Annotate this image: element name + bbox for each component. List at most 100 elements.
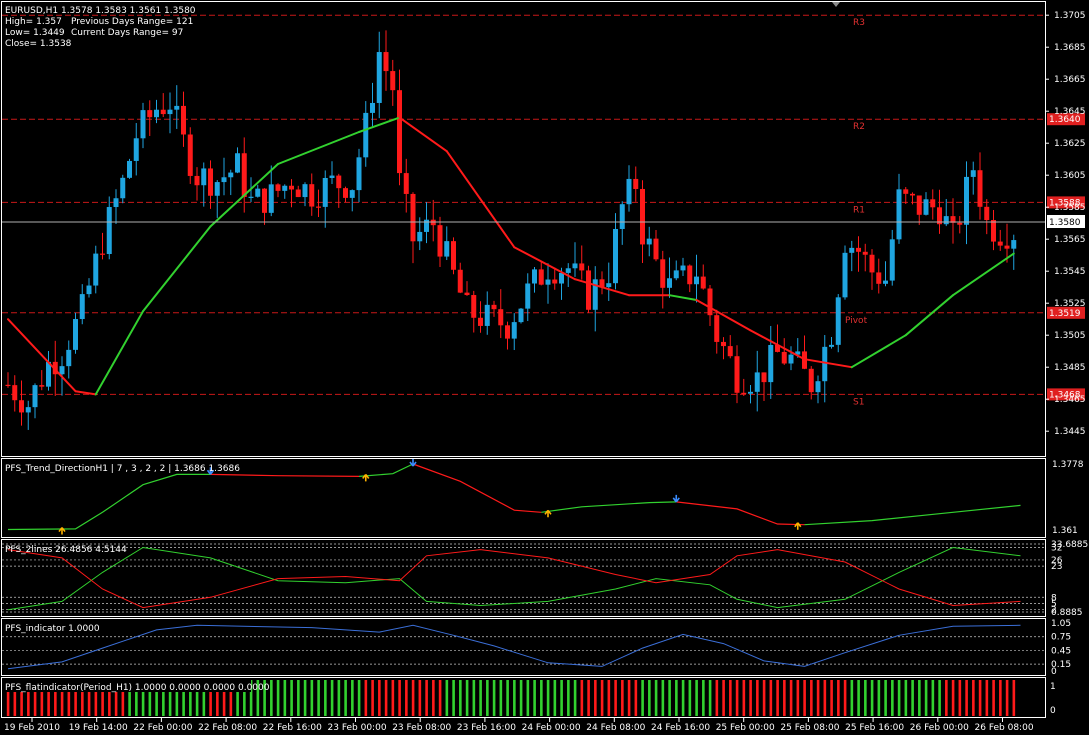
flat-bar [47,680,50,716]
flat-indicator-pane[interactable]: PFS_flatindicator(Period_H1) 1.0000 0.00… [3,680,1056,716]
candle-body [842,252,848,298]
symbol-ohlc: EURUSD,H1 1.3578 1.3583 1.3561 1.3580 [5,6,196,16]
flat-bar [614,680,617,716]
flat-bar [459,680,462,716]
ma-segment [445,150,516,249]
level-price-label: 1.3519 [1049,309,1081,319]
sell-arrow-icon [206,467,215,475]
flat-bar [54,680,57,716]
time-tick-label: 24 Feb 08:00 [586,723,645,733]
high-value: High= 1.357 [5,17,62,27]
flat-bar [229,680,233,716]
flat-bar [607,680,611,716]
flat-bar [729,680,732,716]
candle-body [46,361,51,387]
price-tick-label: 1.3465 [1054,395,1086,405]
candle-body [613,228,618,284]
flat-bar [641,680,644,716]
candle-body [100,253,105,255]
candle-body [977,170,983,207]
flat-bar [546,680,550,716]
candle-body [322,177,328,207]
flat-bar [141,680,145,716]
candle-body [633,178,639,189]
time-axis: 19 Feb 2010 19 Feb 14:00 22 Feb 00:00 22 Fe… [4,718,1034,733]
flat-bar [843,680,847,716]
flat-bar [398,680,401,716]
flat-bar [209,680,212,716]
indicator-axis-label: 0.15 [1051,660,1071,670]
candle-body [5,384,11,386]
level-label-r3: R3 [853,18,865,28]
flat-bar [236,680,239,716]
flat-bar [391,680,395,716]
candle-body [363,112,369,158]
ma-segment [904,294,954,337]
flat-bar [877,680,881,716]
candle-body [160,109,166,115]
time-tick-label: 23 Feb 08:00 [392,723,451,733]
flat-bar [108,680,111,716]
trend-segment-red [412,463,542,513]
candle-body [991,220,996,242]
flat-bar [465,680,469,716]
flat-bar [580,680,584,716]
candle-body [187,134,193,176]
flat-bar [972,680,975,716]
flat-bar [762,680,766,716]
candle-body [1011,240,1017,249]
flat-bar [648,680,651,716]
candle-body [478,317,483,326]
flat-bar [560,680,563,716]
candle-body [727,346,733,357]
candle-body [343,188,348,198]
candle-body [896,189,902,240]
trend-direction-pane[interactable]: PFS_Trend_DirectionH1 | 7 , 3 , 2 , 2 | … [5,459,1084,536]
flat-bar [803,680,806,716]
level-price-box [1047,388,1085,401]
candle-body [997,241,1003,246]
candle-body [957,222,963,225]
candle-body [194,175,200,186]
main-pane[interactable]: R3 R2 1.3640 R1 1.3588 Pivot 1.3519 S1 1.3468 1.… [2,2,1086,437]
flat-bar [931,680,935,716]
flat-bar [74,680,77,716]
ma-segment [209,163,279,228]
flat-bar [13,680,17,716]
scroll-shift-icon[interactable] [832,2,840,7]
candle-body [505,325,510,339]
flat-bar [513,680,516,716]
flat-bar [958,680,962,716]
trend-arrows [58,459,802,535]
candle-body [397,90,402,174]
flat-bar [283,680,287,716]
flat-bar [749,680,752,716]
candle-body [673,270,679,279]
level-price-label: 1.3640 [1049,115,1081,125]
trend-segment-green [541,501,677,513]
flat-bar [81,680,84,716]
ma-segment [142,225,212,313]
flat-bar [371,680,374,716]
level-price-box [1047,306,1085,319]
time-tick-label: 25 Feb 08:00 [780,723,839,733]
candle-body [768,344,774,383]
candle-body [754,372,760,392]
candle-body [808,368,814,393]
candle-body [714,315,720,342]
flat-bar [519,680,523,716]
level-price-box [1047,113,1085,126]
flat-bar [452,680,455,716]
flat-bar [661,680,665,716]
level-price-label: 1.3588 [1049,198,1081,208]
candle-body [788,354,794,364]
candle-body [599,279,605,288]
indicator-axis-label: 0.75 [1051,633,1071,643]
twolines-axis-label: 32 [1051,544,1062,554]
indicator-pane[interactable]: PFS_indicator 1.0000 1.05 0.75 0.45 0.150 [2,619,1071,677]
buy-arrow-icon [544,509,552,518]
candle-body [282,185,288,191]
flat-bar [378,680,381,716]
